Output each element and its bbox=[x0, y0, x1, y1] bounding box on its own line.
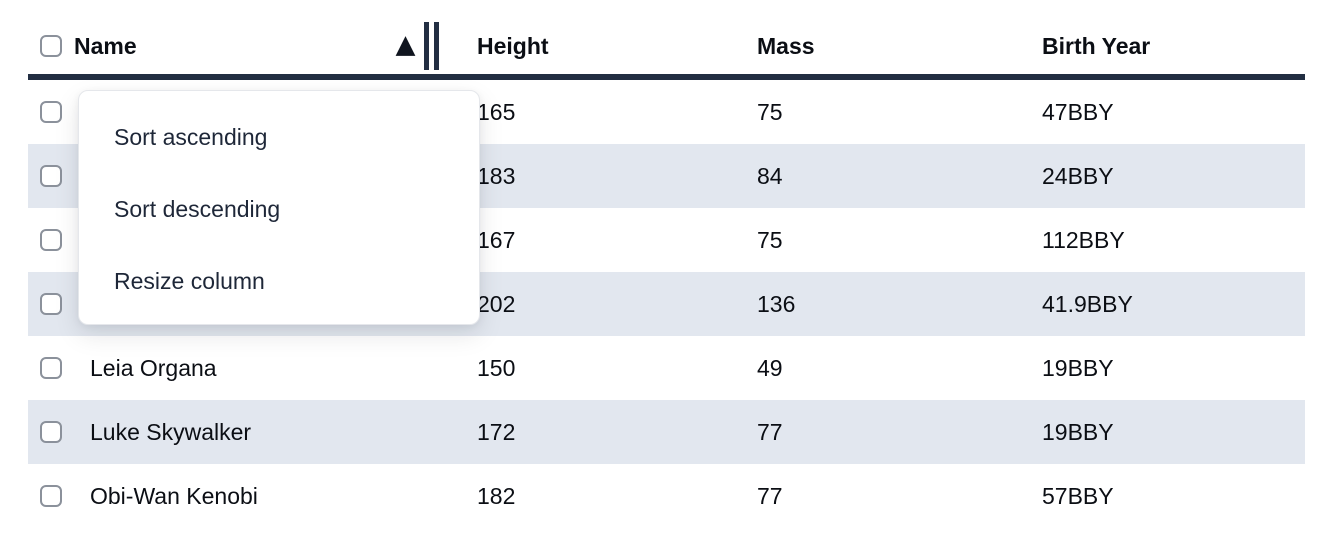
column-header-name[interactable]: Name bbox=[74, 18, 461, 74]
cell-height: 182 bbox=[477, 482, 516, 508]
row-checkbox[interactable] bbox=[40, 357, 62, 379]
header-checkbox-cell bbox=[28, 35, 74, 57]
menu-item-resize-column[interactable]: Resize column bbox=[114, 267, 265, 294]
column-header-mass[interactable]: Mass bbox=[757, 32, 815, 59]
cell-height: 172 bbox=[477, 418, 516, 445]
cell-height: 167 bbox=[477, 226, 516, 253]
cell-birth-year: 112BBY bbox=[1042, 226, 1125, 253]
name-column-controls bbox=[395, 18, 439, 74]
cell-birth-year: 19BBY bbox=[1042, 354, 1114, 381]
row-checkbox[interactable] bbox=[40, 421, 62, 443]
cell-mass: 75 bbox=[757, 98, 783, 125]
table-row: Luke Skywalker 172 77 19BBY bbox=[28, 400, 1305, 464]
row-checkbox[interactable] bbox=[40, 229, 62, 251]
column-header-birth-year[interactable]: Birth Year bbox=[1042, 32, 1151, 59]
table-row: 165 75 47BBY bbox=[28, 80, 1305, 144]
cell-height: 202 bbox=[477, 290, 516, 317]
cell-height: 183 bbox=[477, 162, 516, 189]
row-checkbox[interactable] bbox=[40, 293, 62, 315]
select-all-checkbox[interactable] bbox=[40, 35, 62, 57]
table-header-row: Name Height Mass Birth Year bbox=[28, 18, 1305, 80]
cell-birth-year: 19BBY bbox=[1042, 418, 1114, 445]
row-checkbox[interactable] bbox=[40, 101, 62, 123]
cell-birth-year: 41.9BBY bbox=[1042, 290, 1133, 317]
menu-item-sort-ascending[interactable]: Sort ascending bbox=[114, 123, 268, 150]
table-row: Obi-Wan Kenobi 182 77 57BBY bbox=[28, 464, 1305, 507]
cell-name: Luke Skywalker bbox=[90, 418, 252, 445]
table-row: 167 75 112BBY bbox=[28, 208, 1305, 272]
cell-birth-year: 24BBY bbox=[1042, 162, 1114, 189]
menu-item-sort-descending[interactable]: Sort descending bbox=[114, 195, 281, 222]
table-row: Leia Organa 150 49 19BBY bbox=[28, 336, 1305, 400]
column-header-name-label: Name bbox=[74, 32, 137, 59]
cell-mass: 75 bbox=[757, 226, 783, 253]
column-header-height[interactable]: Height bbox=[477, 32, 549, 59]
cell-mass: 84 bbox=[757, 162, 783, 189]
cell-mass: 136 bbox=[757, 290, 796, 317]
row-checkbox[interactable] bbox=[40, 165, 62, 187]
column-context-menu: Sort ascending Sort descending Resize co… bbox=[78, 90, 480, 325]
row-checkbox[interactable] bbox=[40, 485, 62, 507]
cell-name: Obi-Wan Kenobi bbox=[90, 482, 258, 508]
cell-mass: 77 bbox=[757, 482, 783, 508]
column-resize-handle-icon[interactable] bbox=[424, 22, 439, 70]
cell-height: 165 bbox=[477, 98, 516, 125]
cell-mass: 49 bbox=[757, 354, 783, 381]
sort-ascending-icon bbox=[395, 36, 416, 56]
cell-name: Leia Organa bbox=[90, 354, 217, 381]
cell-birth-year: 57BBY bbox=[1042, 482, 1114, 508]
cell-mass: 77 bbox=[757, 418, 783, 445]
cell-birth-year: 47BBY bbox=[1042, 98, 1114, 125]
cell-height: 150 bbox=[477, 354, 516, 381]
